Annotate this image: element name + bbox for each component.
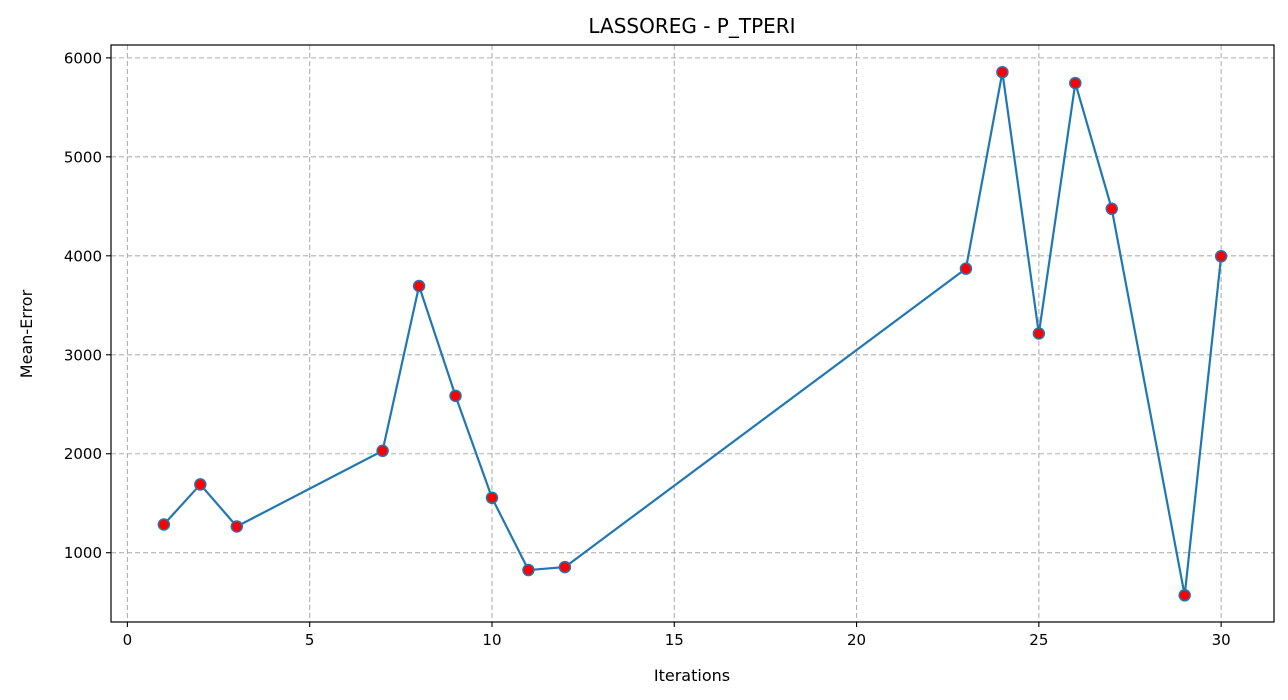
data-point (1105, 202, 1119, 216)
y-tick-label: 1000 (64, 544, 102, 562)
y-tick-label: 6000 (64, 49, 102, 67)
x-tick-label: 20 (847, 631, 866, 649)
x-axis-ticks: 0 5 10 15 20 25 30 (123, 622, 1231, 649)
data-point (412, 279, 426, 293)
series-line (163, 71, 1223, 597)
y-axis-label: Mean-Error (17, 289, 36, 378)
data-point (485, 491, 499, 505)
data-point (1214, 250, 1228, 263)
data-point (1032, 327, 1046, 340)
plot-frame (110, 44, 1275, 623)
y-tick-label: 5000 (64, 148, 102, 166)
x-tick-label: 25 (1029, 631, 1048, 649)
data-point (959, 262, 973, 275)
data-point (230, 520, 244, 533)
y-tick-label: 4000 (64, 247, 102, 265)
y-tick-label: 3000 (64, 346, 102, 364)
x-tick-label: 10 (482, 631, 501, 649)
data-point (1178, 589, 1191, 602)
x-tick-label: 0 (123, 631, 133, 649)
y-tick-label: 2000 (64, 445, 102, 463)
data-point (449, 389, 462, 403)
data-point (194, 478, 207, 491)
data-point (157, 518, 171, 531)
x-tick-label: 15 (665, 631, 684, 649)
data-series (157, 65, 1228, 602)
data-point (996, 65, 1009, 79)
data-point (1069, 76, 1082, 90)
data-point (558, 560, 572, 574)
x-tick-label: 30 (1212, 631, 1231, 649)
data-point (522, 563, 535, 577)
data-point (376, 444, 389, 458)
y-axis-ticks: 1000 2000 3000 4000 5000 6000 (64, 49, 111, 562)
x-axis-label: Iterations (654, 666, 730, 685)
x-tick-label: 5 (305, 631, 315, 649)
chart-title: LASSOREG - P_TPERI (588, 14, 795, 38)
